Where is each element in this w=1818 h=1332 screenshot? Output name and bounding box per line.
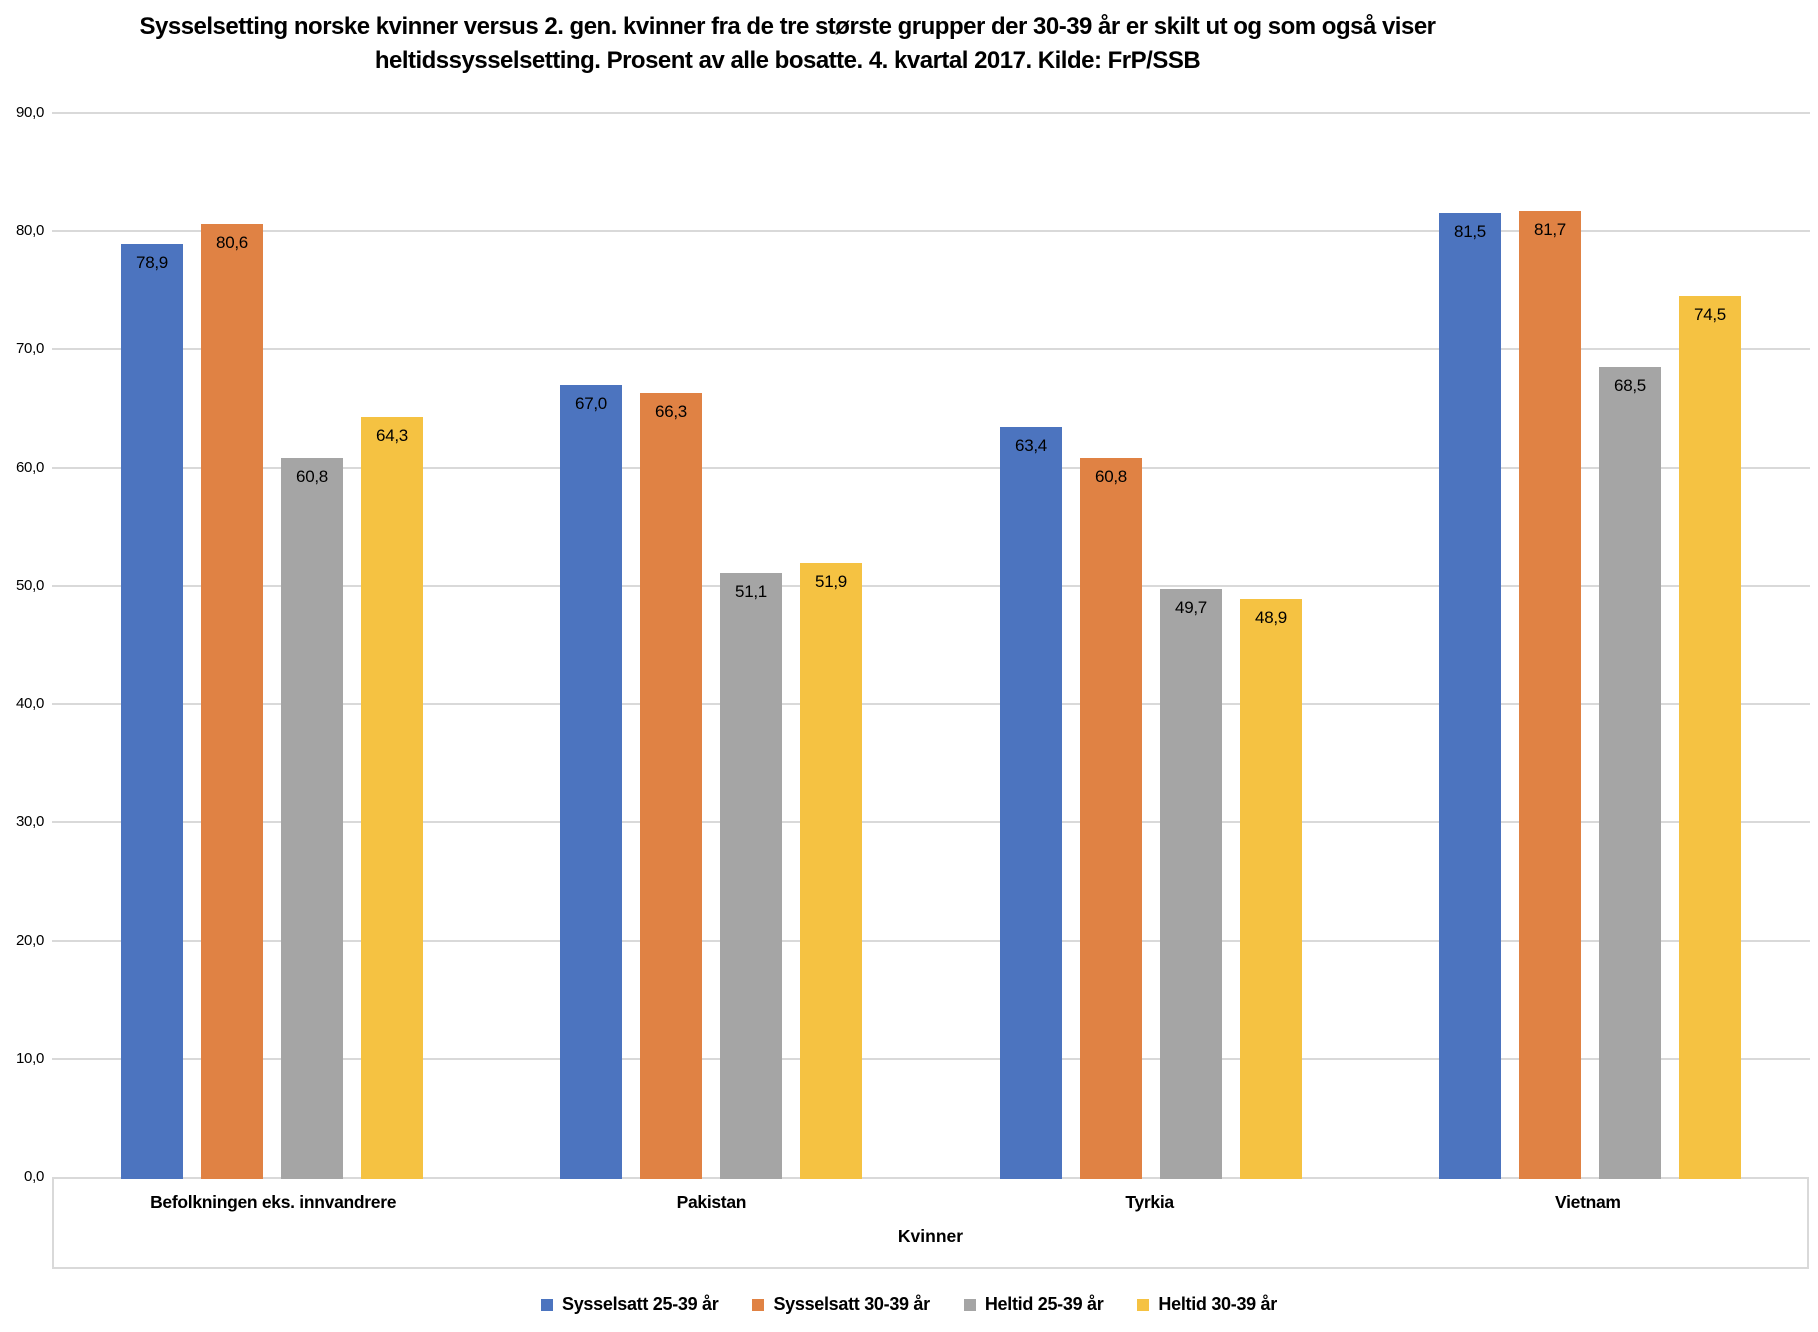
- category-label-row: Befolkningen eks. innvandrere Pakistan Tyr…: [54, 1179, 1807, 1213]
- y-axis-tick-label: 40,0: [16, 695, 44, 713]
- x-axis-title: Kvinner: [897, 1226, 964, 1246]
- y-axis-tick-label: 50,0: [16, 576, 44, 594]
- bar-value-label: 67,0: [575, 394, 607, 413]
- bar: 51,1: [720, 573, 782, 1179]
- bar: 74,5: [1679, 296, 1741, 1179]
- y-gridline: [52, 111, 1810, 114]
- category-label: Tyrkia: [1125, 1192, 1174, 1212]
- bar-value-label: 80,6: [216, 233, 248, 252]
- y-axis-tick-label: 0,0: [24, 1168, 44, 1185]
- legend-label: Heltid 30-39 år: [1158, 1294, 1277, 1314]
- legend-item: Heltid 30-39 år: [1137, 1294, 1277, 1315]
- legend-item: Sysselsatt 25-39 år: [541, 1294, 719, 1315]
- bar: 78,9: [121, 244, 183, 1179]
- y-axis-tick-label: 80,0: [16, 222, 44, 240]
- category-label: Befolkningen eks. innvandrere: [150, 1192, 397, 1212]
- bar: 60,8: [281, 458, 343, 1179]
- bar-value-label: 51,9: [815, 572, 847, 591]
- y-gridline: [52, 1057, 1810, 1060]
- legend-label: Sysselsatt 25-39 år: [562, 1294, 719, 1314]
- bar: 49,7: [1160, 589, 1222, 1179]
- category-axis-box: Befolkningen eks. innvandrere Pakistan Tyr…: [52, 1177, 1809, 1269]
- bar-value-label: 64,3: [376, 426, 408, 445]
- legend-marker-icon: [963, 1298, 976, 1311]
- bar-value-label: 63,4: [1015, 436, 1047, 455]
- bar-value-label: 48,9: [1255, 608, 1287, 627]
- bar: 66,3: [640, 393, 702, 1179]
- bar-value-label: 78,9: [136, 253, 168, 272]
- bar-value-label: 60,8: [1095, 467, 1127, 486]
- bar: 60,8: [1080, 458, 1142, 1179]
- bar: 81,5: [1439, 213, 1501, 1179]
- bar: 51,9: [800, 563, 862, 1179]
- y-axis-tick-label: 70,0: [16, 340, 44, 358]
- bar-value-label: 74,5: [1694, 305, 1726, 324]
- category-label: Pakistan: [676, 1192, 747, 1212]
- bar-value-label: 81,7: [1534, 220, 1566, 239]
- y-gridline: [52, 466, 1810, 469]
- y-gridline: [52, 703, 1810, 706]
- y-gridline: [52, 230, 1810, 233]
- y-axis-tick-label: 20,0: [16, 931, 44, 949]
- bar-value-label: 49,7: [1175, 598, 1207, 617]
- legend-item: Sysselsatt 30-39 år: [752, 1294, 930, 1315]
- y-gridline: [52, 348, 1810, 351]
- category-label: Vietnam: [1555, 1192, 1621, 1212]
- bar-value-label: 60,8: [296, 467, 328, 486]
- bar-value-label: 81,5: [1454, 222, 1486, 241]
- bar: 64,3: [361, 417, 423, 1179]
- legend-marker-icon: [541, 1298, 554, 1311]
- y-axis-tick-label: 30,0: [16, 813, 44, 831]
- bar: 67,0: [560, 385, 622, 1179]
- legend: Sysselsatt 25-39 år Sysselsatt 30-39 år He…: [0, 1294, 1818, 1315]
- y-gridline: [52, 821, 1810, 824]
- chart-title: Sysselsetting norske kvinner versus 2. g…: [139, 13, 1436, 74]
- y-axis-tick-label: 60,0: [16, 458, 44, 476]
- legend-marker-icon: [752, 1298, 765, 1311]
- bar: 68,5: [1599, 367, 1661, 1179]
- legend-label: Sysselsatt 30-39 år: [773, 1294, 930, 1314]
- bar-value-label: 51,1: [735, 582, 767, 601]
- y-axis-tick-label: 10,0: [16, 1049, 44, 1067]
- bar-value-label: 68,5: [1614, 376, 1646, 395]
- y-gridline: [52, 584, 1810, 587]
- bar-value-label: 66,3: [655, 402, 687, 421]
- bar: 63,4: [1000, 427, 1062, 1179]
- bar: 81,7: [1519, 211, 1581, 1179]
- y-gridline: [52, 939, 1810, 942]
- y-axis-tick-label: 90,0: [16, 103, 44, 121]
- legend-marker-icon: [1137, 1298, 1150, 1311]
- bar: 80,6: [201, 224, 263, 1179]
- legend-item: Heltid 25-39 år: [963, 1294, 1104, 1315]
- legend-label: Heltid 25-39 år: [984, 1294, 1104, 1314]
- bar: 48,9: [1240, 599, 1302, 1179]
